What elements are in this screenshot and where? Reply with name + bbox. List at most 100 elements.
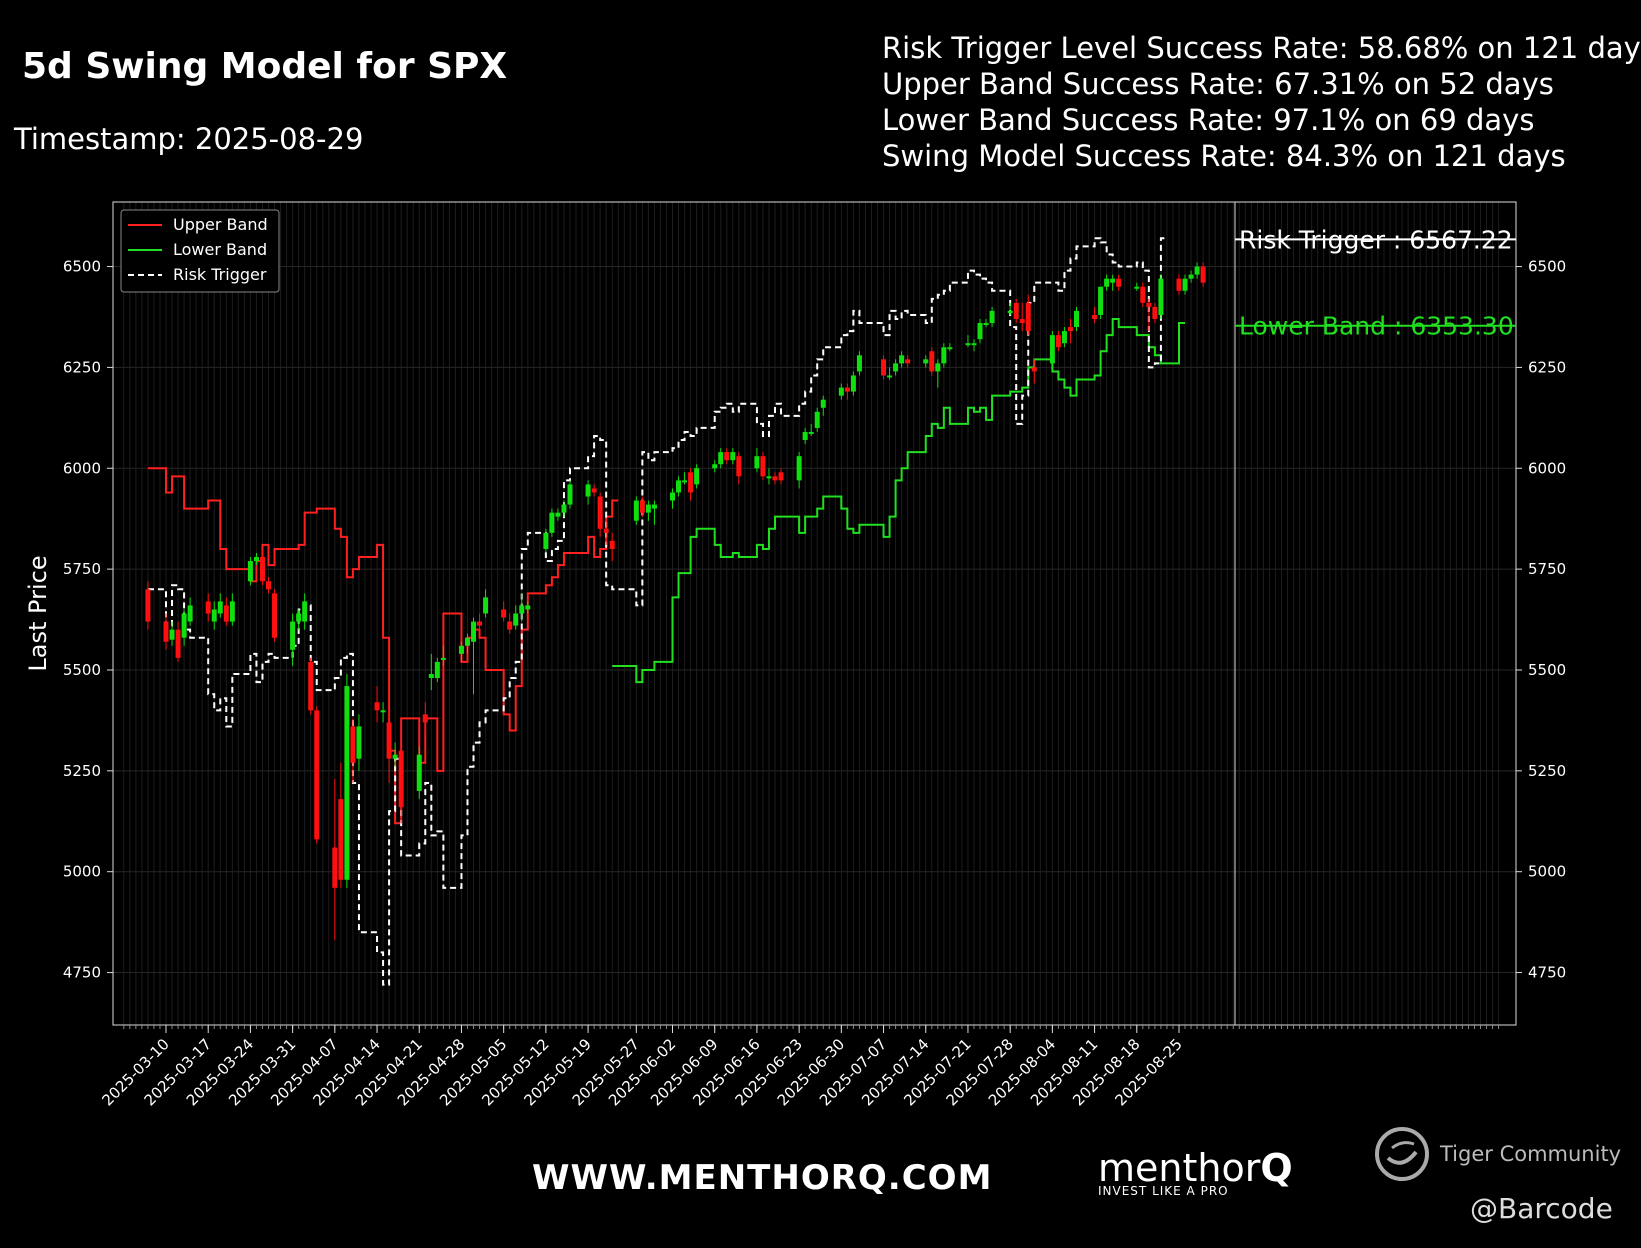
tiger-community-label: Tiger Community [1440, 1142, 1622, 1166]
candle-body [392, 754, 398, 759]
candle-body [676, 480, 682, 493]
candle-body [223, 605, 229, 622]
candle-body [887, 375, 893, 378]
candle-body [881, 359, 887, 376]
candle-body [247, 561, 253, 582]
legend-box [120, 209, 280, 293]
candle-body [1134, 286, 1140, 289]
candle-body [977, 323, 983, 340]
candle-body [688, 472, 694, 493]
candle-body [820, 399, 826, 408]
candle-body [1158, 278, 1164, 315]
candle-body [567, 484, 573, 505]
candle-body [1049, 335, 1055, 364]
candle-body [1031, 367, 1037, 372]
candle-body [585, 484, 591, 497]
candle-body [844, 387, 850, 392]
candle-body [670, 492, 675, 501]
candle-body [645, 504, 651, 513]
candle-body [1182, 278, 1188, 291]
candle-body [380, 710, 386, 713]
tiger-community-badge: Tiger Community [1374, 1126, 1621, 1182]
candle-body [760, 456, 766, 477]
candle-body [712, 464, 718, 469]
candle-body [965, 343, 971, 346]
candle-body [229, 601, 235, 622]
candle-body [1067, 327, 1073, 332]
candle-body [766, 476, 772, 479]
candle-body [796, 456, 802, 481]
candle-body [259, 557, 265, 582]
y-tick-label: 5250 [63, 762, 101, 780]
timestamp: Timestamp: 2025-08-29 [14, 122, 364, 156]
candle-body [1013, 302, 1019, 319]
candle-body [971, 343, 977, 346]
plot-frame [112, 201, 1517, 1026]
candle-body [1104, 278, 1110, 287]
candle-body [296, 613, 302, 622]
candle-body [1194, 266, 1200, 275]
candle-body [1098, 286, 1104, 315]
candle-body [947, 347, 953, 350]
candle-body [893, 363, 899, 372]
candle-body [549, 512, 555, 533]
candle-body [440, 657, 446, 660]
candle-body [935, 363, 941, 372]
swing-model-success-rate: Swing Model Success Rate: 84.3% on 121 d… [882, 139, 1566, 173]
candle-body [802, 431, 808, 441]
candle-body [344, 686, 350, 880]
risk-trigger-level-label: Risk Trigger : 6567.22 [1239, 225, 1513, 254]
menthorq-logo: menthorQ INVEST LIKE A PRO [1098, 1146, 1293, 1198]
lower-band-level-label: Lower Band : 6353.30 [1239, 312, 1514, 341]
upper-band-success-rate: Upper Band Success Rate: 67.31% on 52 da… [882, 67, 1554, 101]
candle-body [1007, 310, 1013, 313]
y-tick-label: 6500 [63, 258, 101, 276]
website-url: WWW.MENTHORQ.COM [532, 1158, 993, 1198]
brand-name: menthor [1098, 1146, 1261, 1190]
candle-body [272, 593, 278, 638]
candle-body [1146, 302, 1152, 307]
candle-body [501, 609, 507, 618]
candle-body [694, 468, 700, 485]
candle-body [302, 601, 308, 622]
candle-body [929, 351, 935, 372]
candle-body [253, 557, 259, 562]
candle-body [736, 456, 742, 477]
legend-upper-band-label: Upper Band [173, 215, 268, 234]
candle-body [1025, 302, 1031, 332]
candle-body [609, 540, 615, 549]
candle-body [513, 613, 519, 626]
candle-body [555, 512, 561, 517]
candle-body [543, 532, 549, 549]
y-tick-label-right: 5250 [1528, 762, 1566, 780]
candle-body [633, 500, 639, 521]
candle-body [266, 581, 272, 590]
candle-body [1055, 335, 1061, 348]
candle-body [169, 629, 175, 640]
candle-body [471, 621, 477, 642]
lower-band-line [612, 317, 1186, 684]
candle-body [483, 597, 489, 614]
candle-body [838, 387, 844, 396]
brand-tagline: INVEST LIKE A PRO [1098, 1184, 1229, 1198]
candle-body [464, 637, 470, 646]
candle-body [1116, 278, 1122, 287]
candle-body [899, 355, 905, 364]
candle-body [434, 661, 440, 679]
candle-body [374, 702, 380, 711]
candle-body [814, 411, 820, 428]
candle-body [730, 452, 736, 461]
candle-body [145, 589, 151, 622]
candle-body [718, 452, 724, 465]
y-tick-label-right: 5500 [1528, 661, 1566, 679]
candle-body [211, 609, 217, 622]
lower-band-success-rate: Lower Band Success Rate: 97.1% on 69 day… [882, 103, 1535, 137]
candle-body [217, 601, 223, 614]
candle-body [1019, 318, 1025, 324]
success-rate-stats: Risk Trigger Level Success Rate: 58.68% … [882, 30, 1641, 174]
candle-body [290, 621, 296, 650]
candle-body [597, 496, 603, 529]
candle-body [458, 645, 464, 654]
risk-trigger-line [147, 237, 1167, 986]
candle-body [1188, 274, 1194, 279]
